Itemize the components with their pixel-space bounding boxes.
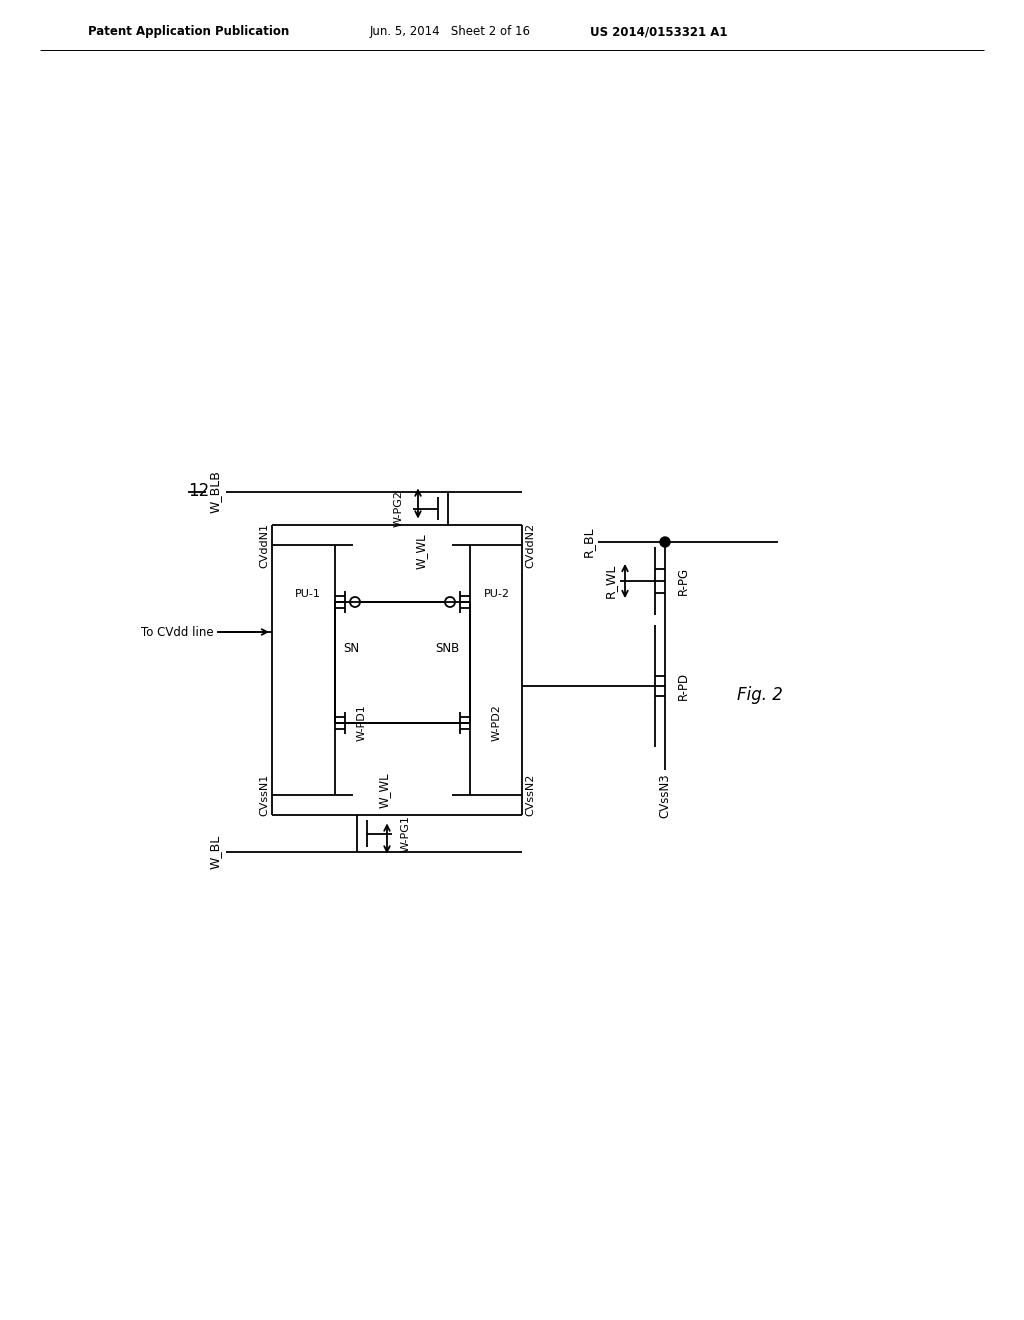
Text: CVddN2: CVddN2 xyxy=(525,523,535,568)
Text: R-PD: R-PD xyxy=(677,672,690,700)
Text: US 2014/0153321 A1: US 2014/0153321 A1 xyxy=(590,25,727,38)
Text: W_BL: W_BL xyxy=(209,834,222,869)
Text: PU-2: PU-2 xyxy=(484,589,510,599)
Text: W_BLB: W_BLB xyxy=(209,470,222,513)
Text: R_BL: R_BL xyxy=(582,527,595,557)
Text: W-PG2: W-PG2 xyxy=(394,490,404,527)
Text: W_WL: W_WL xyxy=(415,533,427,569)
Text: Jun. 5, 2014   Sheet 2 of 16: Jun. 5, 2014 Sheet 2 of 16 xyxy=(370,25,531,38)
Text: R_WL: R_WL xyxy=(604,564,617,598)
Text: 12: 12 xyxy=(188,482,209,500)
Text: To CVdd line: To CVdd line xyxy=(141,626,214,639)
Text: R-PG: R-PG xyxy=(677,566,690,595)
Text: Fig. 2: Fig. 2 xyxy=(737,686,783,704)
Text: CVssN3: CVssN3 xyxy=(658,774,672,817)
Text: W_WL: W_WL xyxy=(378,774,390,808)
Text: SNB: SNB xyxy=(436,642,460,655)
Text: W-PD2: W-PD2 xyxy=(492,705,502,742)
Text: CVddN1: CVddN1 xyxy=(259,523,269,568)
Text: PU-1: PU-1 xyxy=(295,589,321,599)
Text: W-PG1: W-PG1 xyxy=(401,814,411,851)
Circle shape xyxy=(660,537,670,546)
Text: SN: SN xyxy=(343,642,359,655)
Text: CVssN2: CVssN2 xyxy=(525,774,535,816)
Text: Patent Application Publication: Patent Application Publication xyxy=(88,25,289,38)
Text: CVssN1: CVssN1 xyxy=(259,774,269,816)
Text: W-PD1: W-PD1 xyxy=(357,705,367,742)
